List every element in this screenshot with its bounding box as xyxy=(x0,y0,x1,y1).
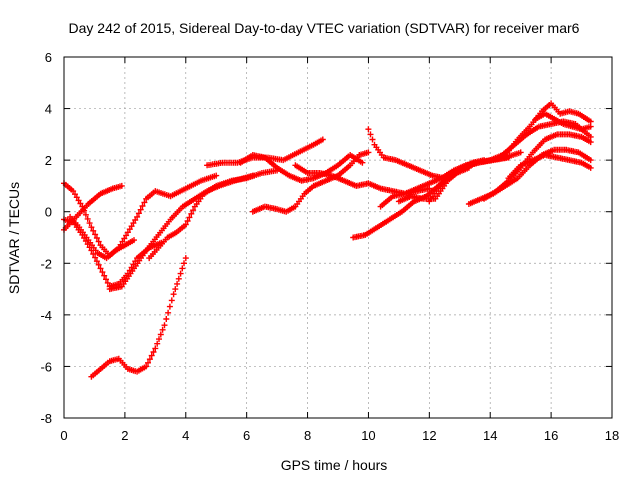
axis-ticks: 0 2 4 6 8 10 12 14 16 18 -8 -6 -4 -2 0 2 4 6 xyxy=(40,50,619,443)
grid xyxy=(64,57,612,418)
series-arc-21 xyxy=(481,131,594,202)
series-arc-4 xyxy=(67,213,137,262)
x-tick-label: 16 xyxy=(544,428,558,443)
x-tick-label: 4 xyxy=(182,428,189,443)
x-tick-label: 12 xyxy=(422,428,436,443)
y-tick-label: 4 xyxy=(45,102,52,117)
y-tick-label: -8 xyxy=(40,411,52,426)
data-points xyxy=(61,100,594,380)
point-markers xyxy=(481,131,594,202)
y-tick-label: 6 xyxy=(45,50,52,65)
x-tick-label: 0 xyxy=(60,428,67,443)
series-arc-19 xyxy=(532,110,594,133)
x-axis-label: GPS time / hours xyxy=(281,457,388,473)
x-tick-label: 2 xyxy=(121,428,128,443)
point-markers xyxy=(426,118,594,205)
x-tick-label: 14 xyxy=(483,428,497,443)
y-axis-label: SDTVAR / TECUs xyxy=(6,182,22,294)
point-markers xyxy=(61,172,220,259)
x-tick-label: 10 xyxy=(361,428,375,443)
x-tick-label: 6 xyxy=(243,428,250,443)
y-tick-label: -2 xyxy=(40,256,52,271)
series-arc-1 xyxy=(61,172,220,259)
point-markers xyxy=(532,110,594,133)
y-tick-label: 2 xyxy=(45,153,52,168)
series-arc-7 xyxy=(146,167,281,262)
series-arc-3 xyxy=(61,182,125,233)
point-markers xyxy=(67,213,137,262)
y-tick-label: 0 xyxy=(45,205,52,220)
plot-frame xyxy=(63,56,613,419)
x-tick-label: 8 xyxy=(304,428,311,443)
point-markers xyxy=(88,255,189,380)
point-markers xyxy=(61,182,125,233)
y-tick-label: -6 xyxy=(40,359,52,374)
chart-title: Day 242 of 2015, Sidereal Day-to-day VTE… xyxy=(69,20,580,36)
series-arc-16 xyxy=(426,118,594,205)
series-arc-18 xyxy=(502,100,594,158)
point-markers xyxy=(502,100,594,158)
point-markers xyxy=(146,167,281,262)
y-tick-label: -4 xyxy=(40,308,52,323)
series-arc-5 xyxy=(88,255,189,380)
x-tick-label: 18 xyxy=(605,428,619,443)
